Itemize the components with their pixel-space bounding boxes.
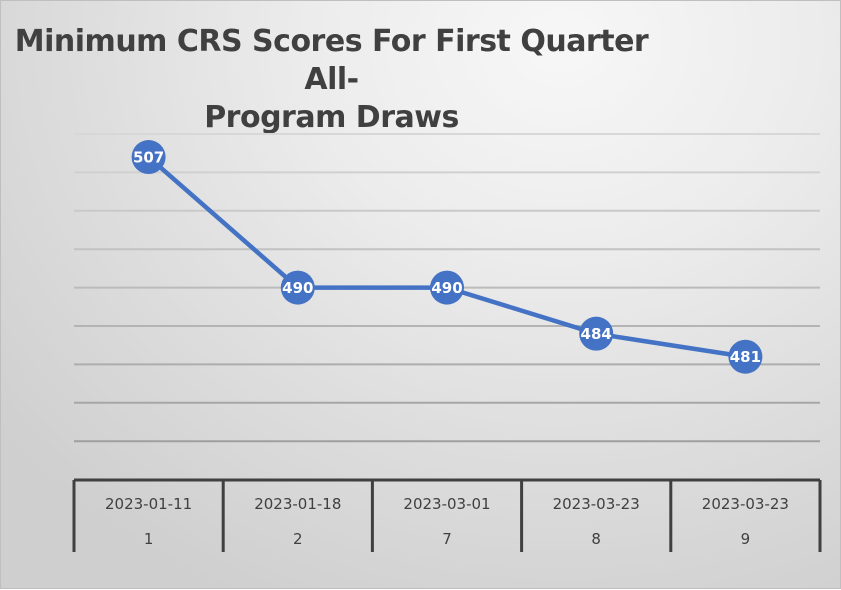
category-draw-label: 7 xyxy=(442,530,452,548)
category-date-label: 2023-03-23 xyxy=(553,495,640,513)
data-point-marker xyxy=(430,270,464,305)
category-draw-label: 9 xyxy=(741,530,751,548)
category-date-label: 2023-01-11 xyxy=(105,495,192,513)
data-point-marker xyxy=(280,270,315,305)
data-point-marker xyxy=(728,339,763,374)
category-draw-label: 2 xyxy=(293,530,303,548)
chart-title-line-2: Program Draws xyxy=(204,100,459,135)
data-label: 481 xyxy=(730,348,761,366)
data-point-marker xyxy=(579,316,614,351)
category-date-label: 2023-01-18 xyxy=(254,495,341,513)
category-draw-label: 8 xyxy=(591,530,601,548)
data-label: 490 xyxy=(431,279,462,297)
chart-title-line-1: Minimum CRS Scores For First Quarter All… xyxy=(14,24,649,97)
data-label: 484 xyxy=(581,325,612,343)
category-date-label: 2023-03-23 xyxy=(702,495,789,513)
data-label: 507 xyxy=(133,149,164,167)
data-point-marker xyxy=(131,140,166,175)
category-date-label: 2023-03-01 xyxy=(403,495,490,513)
category-draw-label: 1 xyxy=(144,530,154,548)
chart-title: Minimum CRS Scores For First Quarter All… xyxy=(1,23,662,137)
data-label: 490 xyxy=(282,279,313,297)
